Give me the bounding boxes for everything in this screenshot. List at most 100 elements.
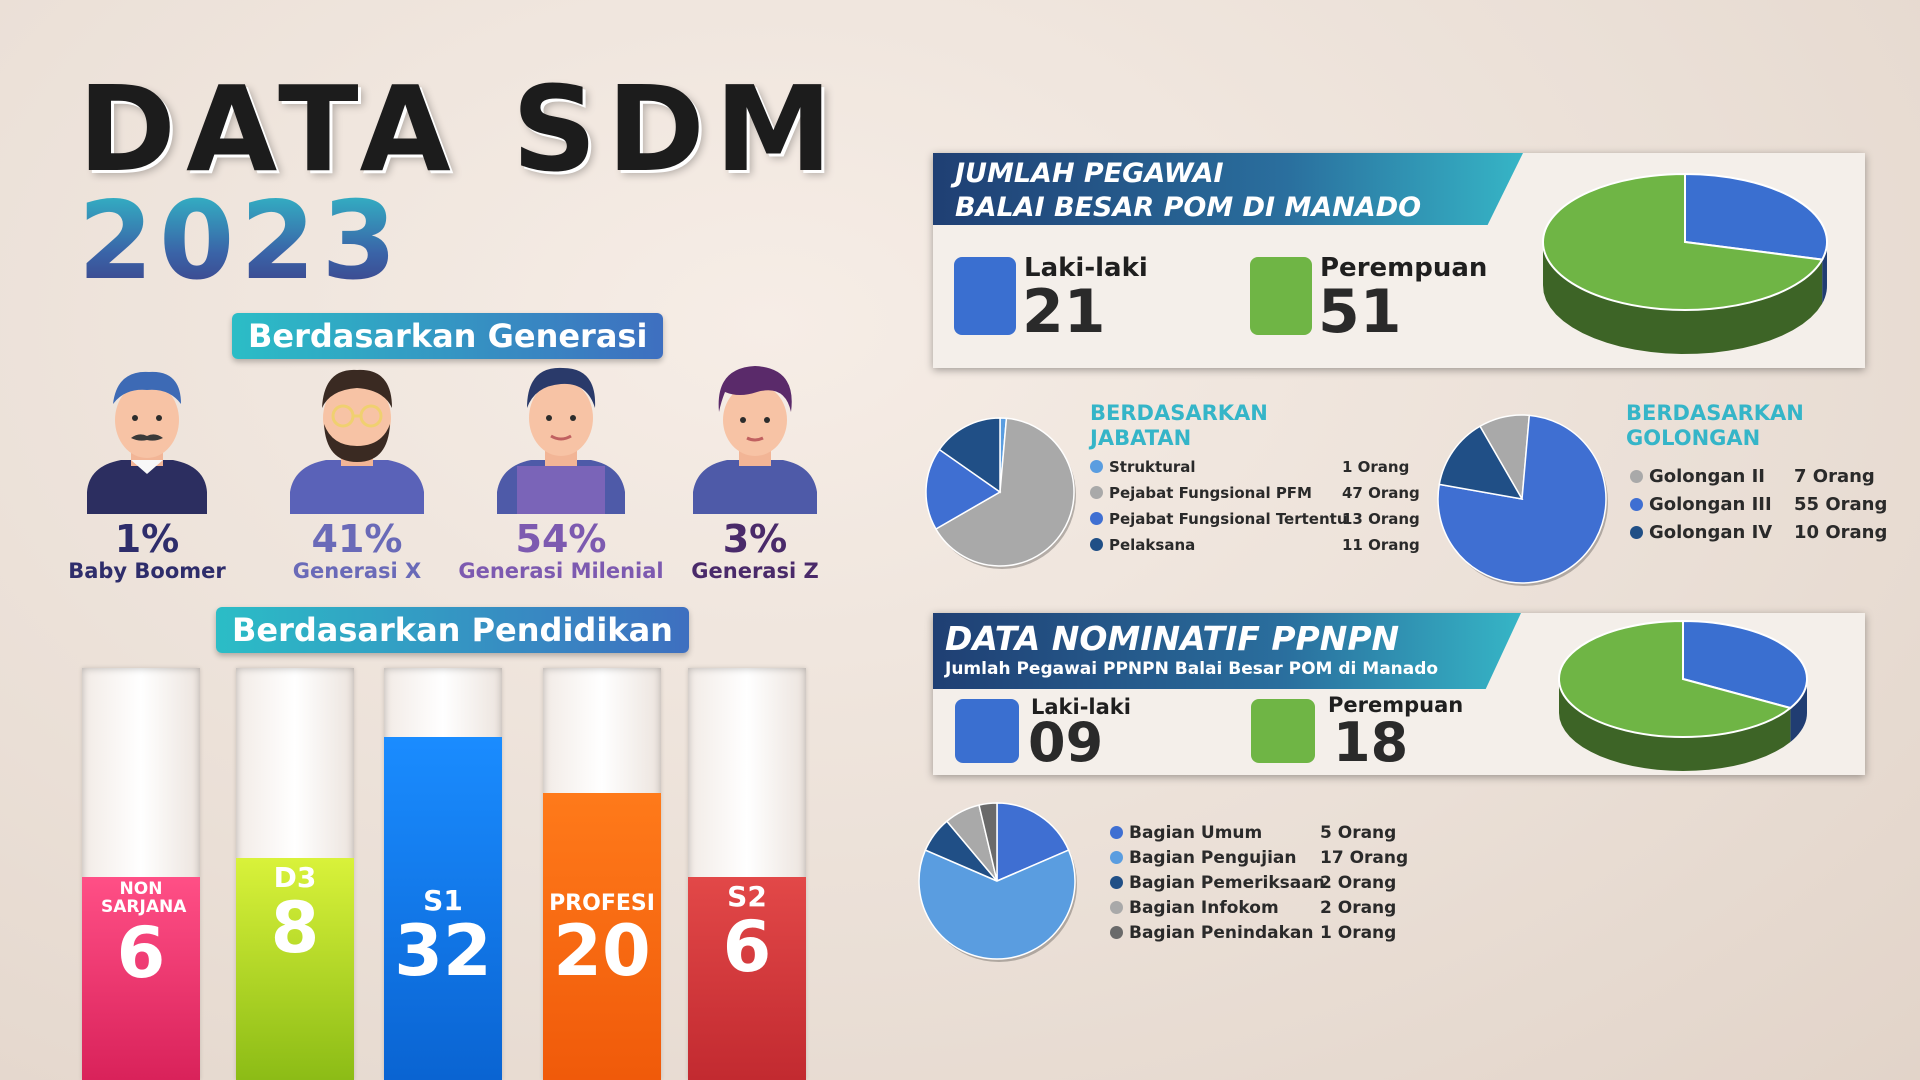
ppnpn-pie-chart <box>1558 619 1808 771</box>
edu-bar-s2: S2 6 <box>688 668 806 1080</box>
golongan-heading: BERDASARKAN GOLONGAN <box>1626 401 1804 451</box>
generasi-item-baby-boomer: 1% Baby Boomer <box>42 362 252 583</box>
ppnpn-subtitle: Jumlah Pegawai PPNPN Balai Besar POM di … <box>945 659 1439 679</box>
legend-row: Golongan IV 10 Orang <box>1630 522 1887 543</box>
golongan-heading-line2: GOLONGAN <box>1626 426 1761 451</box>
generasi-label: Generasi X <box>292 558 422 583</box>
legend-label: Bagian Umum <box>1129 823 1263 843</box>
legend-label: Bagian Penindakan <box>1129 923 1314 943</box>
pie-slice-golongan-iv <box>1438 425 1524 501</box>
edu-bar-s1: S1 32 <box>384 668 502 1080</box>
pendidikan-heading: Berdasarkan Pendidikan <box>216 607 689 653</box>
pie-side-laki-laki <box>1822 241 1827 304</box>
pie-side-perempuan <box>1559 679 1791 771</box>
legend-label: Pejabat Fungsional Tertentu <box>1109 510 1348 528</box>
legend-value: 55 Orang <box>1794 494 1888 515</box>
legend-label: Golongan III <box>1649 494 1772 515</box>
legend-label: Bagian Pemeriksaan <box>1129 873 1325 893</box>
edu-bar-name: D3 <box>273 861 317 894</box>
legend-row: Pelaksana 11 Orang <box>1090 536 1420 554</box>
female-value: 51 <box>1318 277 1402 347</box>
male-label: Laki-laki <box>1024 253 1148 283</box>
jabatan-heading-line1: BERDASARKAN <box>1090 401 1268 425</box>
male-value: 21 <box>1022 277 1106 347</box>
page-title: DATA SDM <box>78 60 843 198</box>
legend-dot-icon <box>1090 538 1103 551</box>
edu-bar-value: 6 <box>722 906 772 988</box>
golongan-heading-line1: BERDASARKAN <box>1626 401 1804 425</box>
legend-dot-icon <box>1090 460 1103 473</box>
legend-row: Struktural 1 Orang <box>1090 458 1409 476</box>
legend-dot-icon <box>1110 851 1123 864</box>
pie-slice-bagian-umum <box>996 802 1070 883</box>
legend-value: 10 Orang <box>1794 522 1888 543</box>
legend-dot-icon <box>1630 526 1643 539</box>
edu-bar-fill: PROFESI 20 <box>543 793 661 1080</box>
legend-row: Bagian Pengujian 17 Orang <box>1110 848 1408 868</box>
pie-slice-bagian-penindakan <box>978 802 998 882</box>
legend-row: Pejabat Fungsional PFM 47 Orang <box>1090 484 1420 502</box>
jabatan-heading-line2: JABATAN <box>1090 426 1192 451</box>
pie-slice-laki-laki <box>1684 172 1828 261</box>
edu-bar-fill: D3 8 <box>236 858 354 1080</box>
legend-value: 17 Orang <box>1320 848 1409 868</box>
legend-value: 1 Orang <box>1320 923 1397 943</box>
legend-dot-icon <box>1630 470 1643 483</box>
edu-bar-profesi: PROFESI 20 <box>543 668 661 1080</box>
legend-value: 5 Orang <box>1320 823 1397 843</box>
generasi-heading: Berdasarkan Generasi <box>232 313 664 359</box>
edu-bar-d3: D3 8 <box>236 668 354 1080</box>
pie-slice-perempuan <box>1542 172 1824 311</box>
legend-dot-icon <box>1110 926 1123 939</box>
pie-slice-pejabat-fungsional-pfm <box>934 417 1075 567</box>
legend-label: Struktural <box>1109 458 1196 476</box>
edu-bar-fill: NON SARJANA 6 <box>82 877 200 1080</box>
generasi-pct: 1% <box>114 517 180 561</box>
pegawai-title-1: JUMLAH PEGAWAI <box>955 158 1224 189</box>
ppnpn-panel: DATA NOMINATIF PPNPN Jumlah Pegawai PPNP… <box>933 613 1865 775</box>
legend-label: Bagian Pengujian <box>1129 848 1297 868</box>
legend-dot-icon <box>1110 826 1123 839</box>
ppnpn-male-value: 09 <box>1028 711 1104 774</box>
pegawai-banner: JUMLAH PEGAWAI BALAI BESAR POM DI MANADO <box>933 153 1523 225</box>
legend-row: Bagian Pemeriksaan 2 Orang <box>1110 873 1396 893</box>
edu-bar-fill: S1 32 <box>384 737 502 1080</box>
edu-bar-value: 32 <box>394 910 492 992</box>
pie-slice-bagian-pengujian <box>918 849 1076 960</box>
edu-bar-fill: S2 6 <box>688 877 806 1080</box>
generasi-pct: 54% <box>515 517 607 561</box>
legend-label: Golongan IV <box>1649 522 1773 543</box>
generasi-item-milenial: 54% Generasi Milenial <box>456 362 666 583</box>
legend-row: Bagian Umum 5 Orang <box>1110 823 1396 843</box>
female-label: Perempuan <box>1320 253 1488 283</box>
legend-dot-icon <box>1110 901 1123 914</box>
pie-slice-pelaksana <box>938 417 1001 494</box>
pie-slice-pejabat-fungsional-tertentu <box>925 448 1002 531</box>
generasi-pct: 41% <box>311 517 403 561</box>
generasi-label: Generasi Z <box>691 558 819 583</box>
legend-value: 2 Orang <box>1320 898 1397 918</box>
legend-dot-icon <box>1630 498 1643 511</box>
generasi-pct: 3% <box>722 517 788 561</box>
jabatan-pie-chart <box>925 417 1076 569</box>
legend-row: Pejabat Fungsional Tertentu 13 Orang <box>1090 510 1420 528</box>
pegawai-pie-chart <box>1542 172 1828 354</box>
generasi-item-x: 41% Generasi X <box>252 362 462 583</box>
legend-row: Golongan III 55 Orang <box>1630 494 1887 515</box>
legend-dot-icon <box>1110 876 1123 889</box>
legend-row: Golongan II 7 Orang <box>1630 466 1875 487</box>
golongan-pie-chart <box>1437 414 1608 586</box>
male-swatch <box>954 257 1016 335</box>
legend-label: Golongan II <box>1649 466 1765 487</box>
ppnpn-female-label: Perempuan <box>1328 693 1464 717</box>
ppnpn-title: DATA NOMINATIF PPNPN <box>945 619 1400 658</box>
avatar-generasi-z-icon <box>693 366 817 514</box>
edu-bar-name: NON SARJANA <box>101 879 187 917</box>
legend-value: 47 Orang <box>1342 484 1420 502</box>
legend-dot-icon <box>1090 512 1103 525</box>
pegawai-title-2: BALAI BESAR POM DI MANADO <box>955 192 1422 223</box>
jabatan-heading: BERDASARKAN JABATAN <box>1090 401 1268 451</box>
legend-label: Pelaksana <box>1109 536 1196 554</box>
legend-value: 2 Orang <box>1320 873 1397 893</box>
legend-value: 1 Orang <box>1342 458 1410 476</box>
